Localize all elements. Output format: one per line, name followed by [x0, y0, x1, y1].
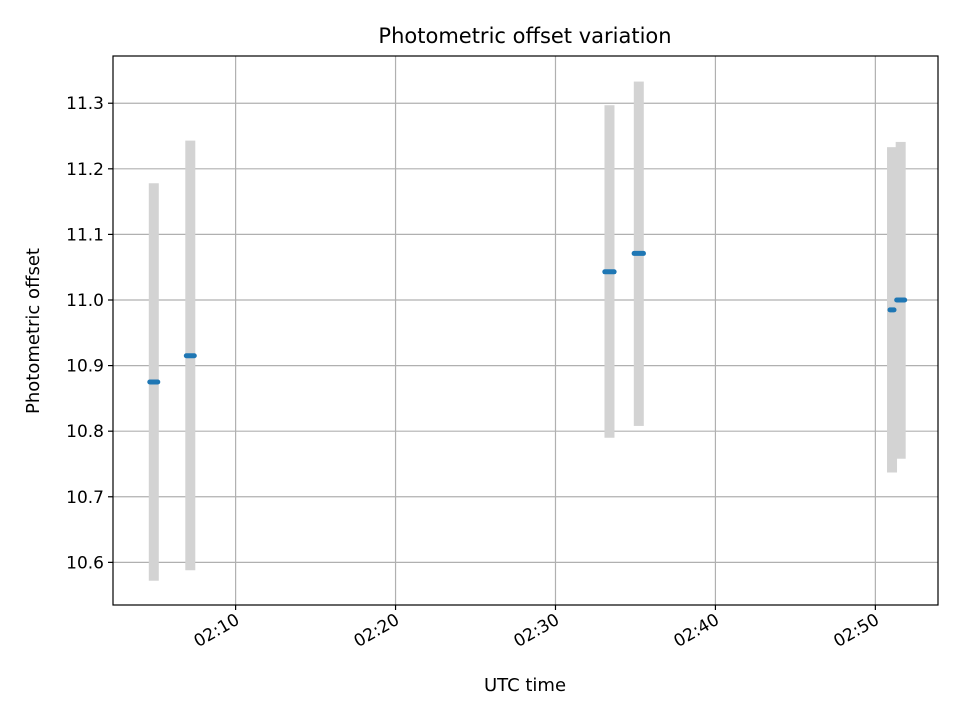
chart-title: Photometric offset variation [378, 24, 671, 48]
y-axis-ticks: 10.6 10.7 10.8 10.9 11.0 11.1 11.2 11.3 [66, 94, 113, 573]
y-tick-label: 10.9 [66, 357, 104, 377]
y-axis-label: Photometric offset [23, 248, 44, 414]
y-tick-label: 10.6 [66, 553, 104, 573]
y-tick-label: 11.1 [66, 225, 104, 245]
data-markers [147, 250, 908, 385]
x-axis-label: UTC time [484, 675, 566, 696]
y-tick-label: 11.2 [66, 160, 104, 180]
y-tick-label: 11.3 [66, 94, 104, 114]
y-tick-label: 10.7 [66, 488, 104, 508]
y-tick-label: 10.8 [66, 422, 104, 442]
plot-frame [112, 55, 939, 606]
y-tick-label: 11.0 [66, 291, 104, 311]
grid [113, 56, 938, 605]
